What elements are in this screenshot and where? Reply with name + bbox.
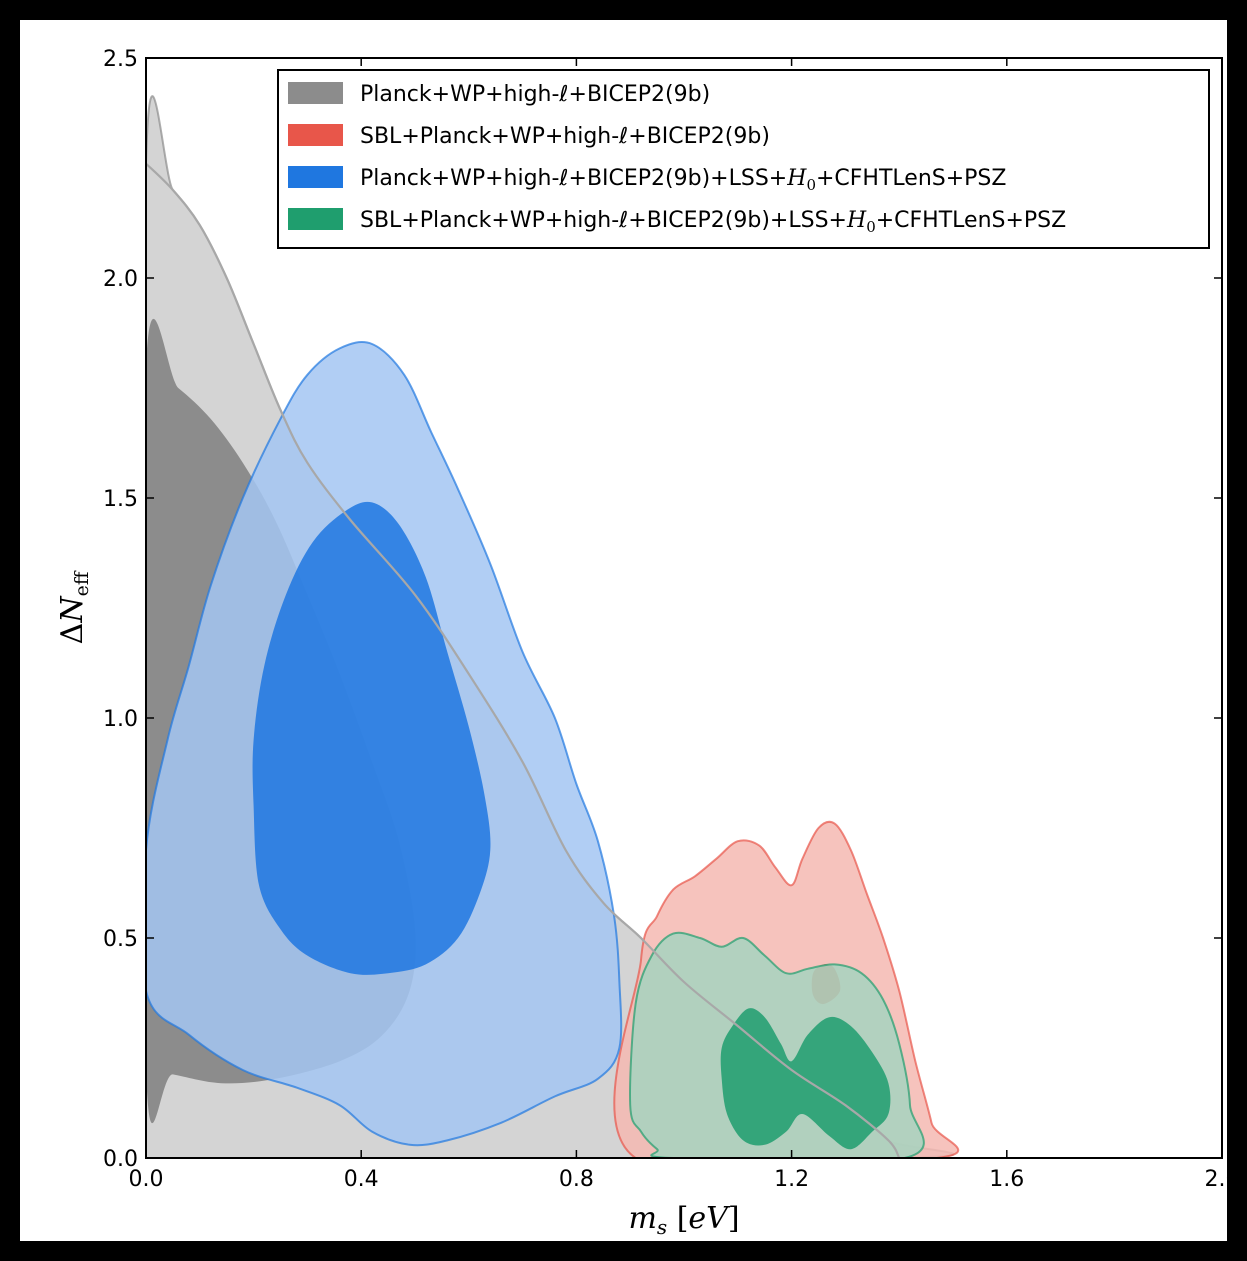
- legend-swatch: [288, 124, 343, 146]
- contour-layer: [146, 95, 959, 1158]
- x-tick-label: 1.2: [774, 1167, 809, 1192]
- legend: Planck+WP+high-ℓ+BICEP2(9b) SBL+Planck+WP…: [277, 69, 1210, 249]
- legend-swatch: [288, 82, 343, 104]
- x-tick-label: 0.4: [344, 1167, 379, 1192]
- x-tick-label: 0.8: [559, 1167, 594, 1192]
- y-tick-label: 2.5: [103, 47, 138, 72]
- plot-frame: [145, 57, 1223, 1159]
- legend-swatch: [288, 166, 343, 188]
- legend-entry: Planck+WP+high-ℓ+BICEP2(9b): [360, 82, 710, 107]
- legend-entry: SBL+Planck+WP+high-ℓ+BICEP2(9b): [360, 124, 770, 149]
- x-tick-label: 0.0: [129, 1167, 164, 1192]
- overlay-curve-layer: [146, 162, 901, 1158]
- x-axis-label: ms [eV]: [628, 1201, 739, 1239]
- y-tick-label: 1.0: [103, 707, 138, 732]
- legend-swatch: [288, 208, 343, 230]
- y-tick-label: 0.5: [103, 927, 138, 952]
- legend-entry: Planck+WP+high-ℓ+BICEP2(9b)+LSS+H0+CFHTL…: [360, 166, 1006, 194]
- y-tick-label: 1.5: [103, 487, 138, 512]
- y-axis-label: ΔNeff: [55, 570, 93, 644]
- ticks-layer: 0.0 0.4 0.8 1.2 1.6 2.0 0.0 0.5 1.0 1.5 2.0 2.5: [103, 47, 1240, 1192]
- y-tick-label: 0.0: [103, 1147, 138, 1172]
- x-tick-label: 1.6: [989, 1167, 1024, 1192]
- legend-entry: SBL+Planck+WP+high-ℓ+BICEP2(9b)+LSS+H0+C…: [360, 208, 1066, 236]
- legend-frame: [277, 69, 1210, 249]
- contour-inner-3: [252, 501, 491, 975]
- overlay-curve: [146, 162, 901, 1158]
- x-tick-label: 2.0: [1205, 1167, 1240, 1192]
- y-tick-label: 2.0: [103, 267, 138, 292]
